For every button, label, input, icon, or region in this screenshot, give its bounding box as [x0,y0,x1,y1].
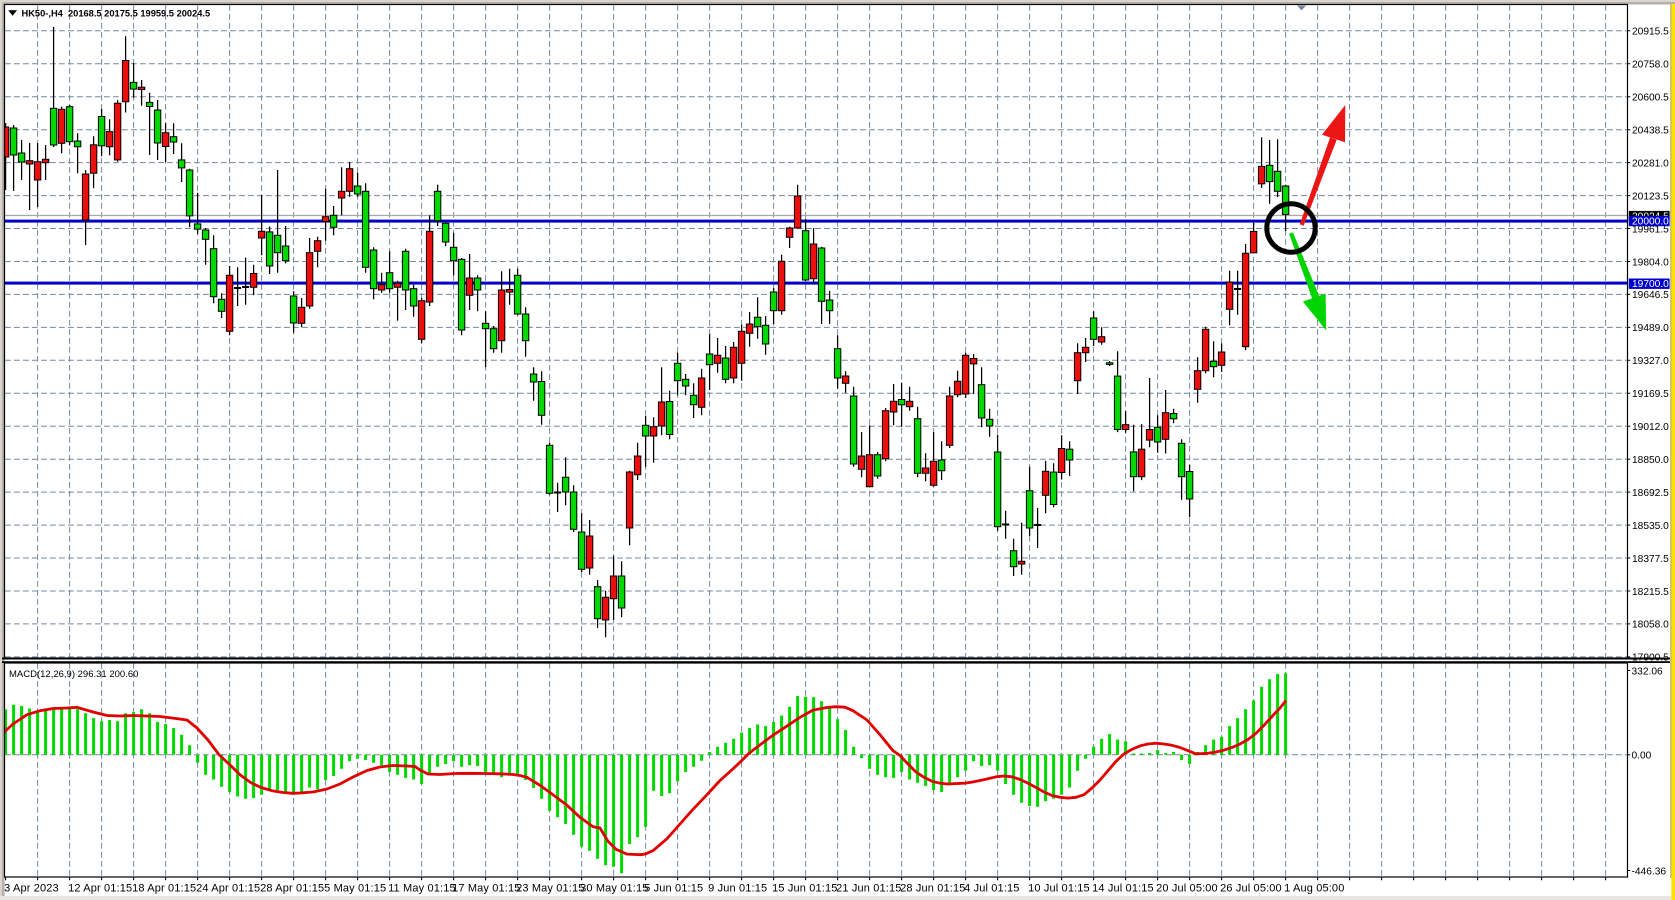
svg-text:20000.0: 20000.0 [1632,216,1669,227]
svg-text:17900.5: 17900.5 [1632,653,1669,664]
svg-text:1 Aug 05:00: 1 Aug 05:00 [1284,883,1344,895]
svg-text:21 Jun 01:15: 21 Jun 01:15 [836,883,901,895]
svg-text:11 May 01:15: 11 May 01:15 [388,883,456,895]
svg-text:17 May 01:15: 17 May 01:15 [452,883,520,895]
svg-text:28 Jun 01:15: 28 Jun 01:15 [900,883,965,895]
svg-text:MACD(12,26,9) 296.31 200.60: MACD(12,26,9) 296.31 200.60 [9,669,138,680]
svg-text:19700.0: 19700.0 [1632,279,1669,290]
svg-text:18535.0: 18535.0 [1632,521,1669,532]
svg-text:28 Apr 01:15: 28 Apr 01:15 [260,883,324,895]
svg-text:20438.5: 20438.5 [1632,126,1669,137]
svg-text:14 Jul 01:15: 14 Jul 01:15 [1092,883,1154,895]
svg-text:0.00: 0.00 [1632,751,1652,762]
svg-text:20123.5: 20123.5 [1632,191,1669,202]
svg-text:30 May 01:15: 30 May 01:15 [580,883,648,895]
svg-text:5 May 01:15: 5 May 01:15 [324,883,386,895]
svg-text:20915.5: 20915.5 [1632,27,1669,38]
svg-text:18 Apr 01:15: 18 Apr 01:15 [132,883,196,895]
svg-text:HK50-,H4 20168.5 20175.5 1995: HK50-,H4 20168.5 20175.5 19959.5 20024.5 [22,9,211,19]
svg-text:4 Jul 01:15: 4 Jul 01:15 [964,883,1019,895]
svg-text:23 May 01:15: 23 May 01:15 [516,883,584,895]
svg-text:19327.0: 19327.0 [1632,356,1669,367]
svg-text:19169.5: 19169.5 [1632,389,1669,400]
svg-text:20 Jul 05:00: 20 Jul 05:00 [1156,883,1218,895]
svg-text:19961.5: 19961.5 [1632,224,1669,235]
svg-text:9 Jun 01:15: 9 Jun 01:15 [708,883,767,895]
svg-text:18692.5: 18692.5 [1632,488,1669,499]
svg-text:15 Jun 01:15: 15 Jun 01:15 [772,883,837,895]
svg-text:18058.0: 18058.0 [1632,620,1669,631]
svg-text:3 Apr 2023: 3 Apr 2023 [4,883,59,895]
svg-text:-446.36: -446.36 [1632,866,1667,877]
svg-text:18850.0: 18850.0 [1632,455,1669,466]
svg-text:20600.5: 20600.5 [1632,93,1669,104]
svg-text:20758.0: 20758.0 [1632,60,1669,71]
svg-text:12 Apr 01:15: 12 Apr 01:15 [68,883,132,895]
svg-text:24 Apr 01:15: 24 Apr 01:15 [196,883,260,895]
svg-text:26 Jul 05:00: 26 Jul 05:00 [1220,883,1282,895]
svg-text:5 Jun 01:15: 5 Jun 01:15 [644,883,703,895]
svg-text:19489.0: 19489.0 [1632,323,1669,334]
svg-text:20281.0: 20281.0 [1632,158,1669,169]
svg-text:19012.0: 19012.0 [1632,422,1669,433]
svg-text:18377.5: 18377.5 [1632,554,1669,565]
svg-text:18215.5: 18215.5 [1632,587,1669,598]
svg-text:332.06: 332.06 [1632,666,1663,677]
svg-text:19804.0: 19804.0 [1632,257,1669,268]
svg-text:19646.5: 19646.5 [1632,290,1669,301]
svg-text:10 Jul 01:15: 10 Jul 01:15 [1028,883,1090,895]
